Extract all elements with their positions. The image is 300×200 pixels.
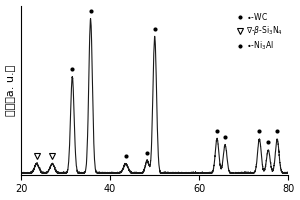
Y-axis label: 强度（a. u.）: 强度（a. u.） bbox=[6, 65, 16, 116]
Legend: $\bullet$-WC, $\nabla$-$\beta$-Si$_3$N$_4$, $\bullet$-Ni$_3$Al: $\bullet$-WC, $\nabla$-$\beta$-Si$_3$N$_… bbox=[235, 9, 284, 54]
